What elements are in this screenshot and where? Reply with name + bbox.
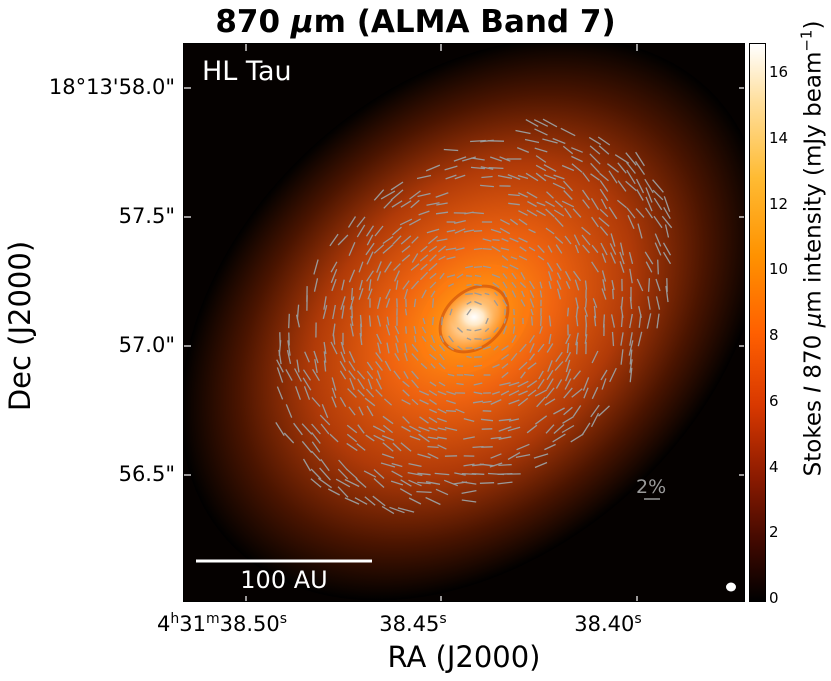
scale-bar-label: 100 AU xyxy=(240,566,327,594)
y-tick-label: 57.5" xyxy=(118,204,175,228)
polarization-vectors xyxy=(275,118,673,515)
x-tick-label: 38.40s xyxy=(574,611,642,636)
map-svg: 100 AU HL Tau 2% xyxy=(184,44,744,601)
colorbar-tick-label: 12 xyxy=(769,195,789,213)
disk-gap xyxy=(438,284,510,354)
beam-ellipse xyxy=(726,582,736,592)
x-tick-label: 38.45s xyxy=(379,611,447,636)
y-tick-label: 56.5" xyxy=(118,462,175,486)
figure-title: 870 μm (ALMA Band 7) xyxy=(215,4,616,40)
source-label: HL Tau xyxy=(202,56,292,87)
colorbar xyxy=(749,43,766,602)
colorbar-tick-label: 14 xyxy=(769,129,789,147)
colorbar-tick-label: 6 xyxy=(769,392,779,410)
y-tick-label: 18°13'58.0" xyxy=(48,75,175,99)
colorbar-tick-label: 8 xyxy=(769,326,779,344)
colorbar-tick-label: 0 xyxy=(769,589,779,607)
tick-marks xyxy=(184,44,744,601)
disk-core xyxy=(450,297,498,337)
colorbar-tick-label: 4 xyxy=(769,458,779,476)
disk-inner-ring xyxy=(417,264,531,374)
x-axis-label: RA (J2000) xyxy=(387,640,541,674)
y-axis-label: Dec (J2000) xyxy=(3,240,37,412)
colorbar-label: Stokes I 870 μm intensity (mJy beam−1) xyxy=(797,20,827,477)
polarization-reference-label: 2% xyxy=(636,476,666,498)
colorbar-tick-label: 16 xyxy=(769,63,789,81)
colorbar-tick-label: 10 xyxy=(769,260,789,278)
intensity-map: 100 AU HL Tau 2% xyxy=(183,43,745,602)
x-tick-label: 4h31m38.50s xyxy=(156,611,288,636)
y-tick-label: 57.0" xyxy=(118,333,175,357)
colorbar-tick-label: 2 xyxy=(769,523,779,541)
